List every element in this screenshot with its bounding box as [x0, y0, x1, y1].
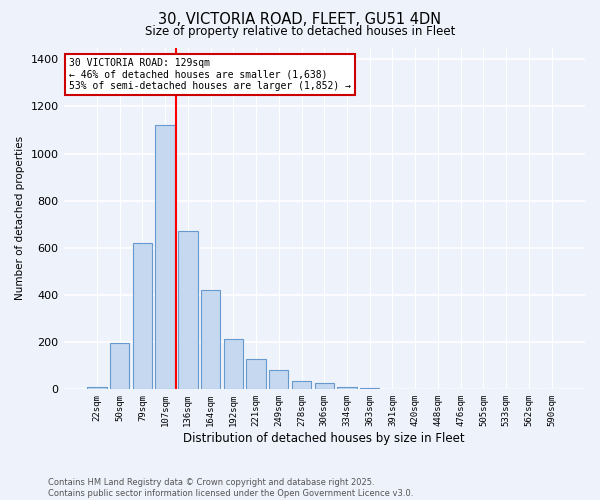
Bar	[292, 381, 311, 390]
Bar	[247, 358, 266, 390]
Bar	[360, 388, 379, 390]
Bar	[155, 126, 175, 390]
Bar	[269, 370, 289, 390]
Bar	[87, 387, 107, 390]
Bar	[337, 387, 356, 390]
Bar	[201, 290, 220, 390]
Bar	[110, 344, 130, 390]
Text: Size of property relative to detached houses in Fleet: Size of property relative to detached ho…	[145, 25, 455, 38]
Text: 30 VICTORIA ROAD: 129sqm
← 46% of detached houses are smaller (1,638)
53% of sem: 30 VICTORIA ROAD: 129sqm ← 46% of detach…	[69, 58, 351, 91]
Bar	[314, 384, 334, 390]
Bar	[224, 338, 243, 390]
X-axis label: Distribution of detached houses by size in Fleet: Distribution of detached houses by size …	[184, 432, 465, 445]
Text: Contains HM Land Registry data © Crown copyright and database right 2025.
Contai: Contains HM Land Registry data © Crown c…	[48, 478, 413, 498]
Bar	[178, 232, 197, 390]
Bar	[133, 243, 152, 390]
Text: 30, VICTORIA ROAD, FLEET, GU51 4DN: 30, VICTORIA ROAD, FLEET, GU51 4DN	[158, 12, 442, 28]
Y-axis label: Number of detached properties: Number of detached properties	[15, 136, 25, 300]
